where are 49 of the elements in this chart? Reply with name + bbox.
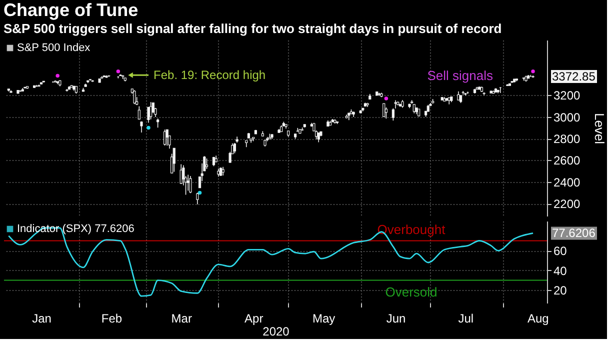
x-axis-title: 2020 — [262, 324, 290, 338]
candlestick — [133, 90, 136, 105]
candlestick — [233, 142, 236, 154]
ref-line-label: Overbought — [377, 222, 446, 237]
point — [56, 74, 60, 78]
candlestick — [189, 176, 192, 194]
chart-title: Change of Tune — [4, 0, 138, 20]
x-tick-label: Apr — [244, 312, 264, 326]
point — [116, 70, 120, 74]
x-tick-label: Mar — [171, 312, 192, 326]
candlestick — [138, 106, 140, 120]
point — [531, 70, 535, 74]
x-tick-label: May — [312, 312, 336, 326]
data-label: 77.6206 — [552, 226, 596, 240]
candlestick — [317, 132, 320, 143]
legend-label: S&P 500 Index — [17, 42, 91, 54]
candlestick — [164, 129, 166, 146]
annotation: Sell signals — [427, 68, 494, 83]
point — [198, 190, 202, 195]
candlestick — [150, 102, 152, 120]
candlestick — [166, 129, 168, 146]
y-tick-label: 2800 — [554, 132, 581, 146]
ref-line-label: Oversold — [385, 284, 438, 300]
candlestick — [384, 106, 388, 120]
y-tick-label: 2400 — [554, 175, 581, 190]
x-tick-label: Jun — [386, 312, 406, 326]
legend-label: Indicator (SPX) 77.6206 — [17, 223, 134, 235]
chart-subtitle: S&P 500 triggers sell signal after falling for two straight days in pursuit of record — [4, 21, 502, 36]
text: 3372.85 — [552, 70, 596, 84]
y-tick-label: 2200 — [554, 197, 581, 212]
candlestick — [392, 108, 394, 121]
x-tick-label: Jul — [458, 312, 474, 326]
x-tick-label: Aug — [528, 312, 549, 326]
y-tick-label: 40 — [554, 264, 568, 278]
candlestick — [196, 192, 199, 205]
y-tick-label: 20 — [554, 284, 568, 298]
annotation: Feb. 19: Record high — [154, 68, 266, 82]
y-tick-label: 2600 — [554, 154, 581, 168]
candlestick — [205, 158, 208, 170]
x-tick-label: Feb — [101, 312, 122, 326]
y-tick-label: 3000 — [554, 110, 581, 124]
y-tick-label: 3200 — [554, 88, 581, 103]
x-tick-label: Jan — [32, 312, 52, 326]
point — [384, 96, 388, 100]
candlestick — [156, 118, 160, 128]
point — [146, 126, 150, 130]
y-tick-label: 60 — [554, 244, 568, 258]
y-axis-title: Level — [592, 112, 608, 144]
candlestick — [172, 148, 176, 172]
